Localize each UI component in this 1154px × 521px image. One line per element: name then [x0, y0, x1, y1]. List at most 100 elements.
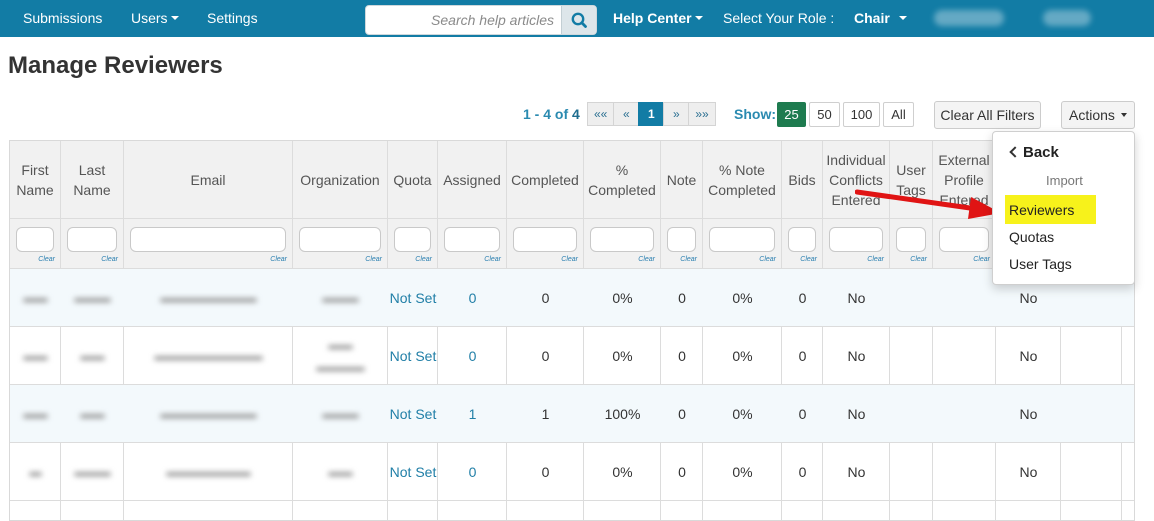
quota-link[interactable]: Not Set: [389, 290, 437, 306]
filter-input[interactable]: [394, 227, 431, 252]
filter-cell: Clear: [890, 219, 932, 269]
clear-link[interactable]: Clear: [561, 256, 578, 263]
first-name-cell: ▬▬: [23, 407, 48, 421]
nav-submissions[interactable]: Submissions: [23, 10, 103, 26]
filter-input[interactable]: [513, 227, 577, 252]
assigned-link[interactable]: 1: [468, 406, 477, 422]
column-bids: Bids Clear: [782, 141, 823, 520]
quota-link[interactable]: Not Set: [389, 406, 437, 422]
completed-cell: 0: [541, 464, 550, 480]
table-row[interactable]: ▬▬ ▬▬ ▬▬▬▬▬▬▬▬▬ ▬▬ ▬▬▬▬ Not Set 0 0 0% 0 …: [10, 327, 1134, 385]
filter-input[interactable]: [709, 227, 775, 252]
bids-cell: 0: [798, 406, 807, 422]
header-organization[interactable]: Organization: [293, 141, 387, 219]
filter-input[interactable]: [590, 227, 654, 252]
header-user-tags[interactable]: User Tags: [890, 141, 932, 219]
show-25-button[interactable]: 25: [777, 102, 806, 127]
chevron-down-icon: [898, 16, 907, 21]
conflicts-cell: No: [847, 464, 866, 480]
clear-link[interactable]: Clear: [973, 256, 990, 263]
header-last-name[interactable]: Last Name: [61, 141, 123, 219]
bids-cell: 0: [798, 348, 807, 364]
filter-input[interactable]: [939, 227, 989, 252]
filter-input[interactable]: [788, 227, 816, 252]
actions-button[interactable]: Actions: [1061, 101, 1135, 129]
bids-cell: 0: [798, 464, 807, 480]
show-50-button[interactable]: 50: [809, 102, 840, 127]
search-input[interactable]: [366, 6, 562, 34]
nav-settings[interactable]: Settings: [207, 10, 258, 26]
header-completed[interactable]: Completed: [507, 141, 583, 219]
header-note-completed[interactable]: % Note Completed: [703, 141, 781, 219]
filter-cell: Clear: [507, 219, 583, 269]
quota-link[interactable]: Not Set: [389, 464, 437, 480]
last-page-button[interactable]: »»: [688, 102, 716, 126]
filter-input[interactable]: [16, 227, 54, 252]
header-first-name[interactable]: First Name: [10, 141, 60, 219]
clear-link[interactable]: Clear: [365, 256, 382, 263]
clear-link[interactable]: Clear: [867, 256, 884, 263]
conflicts-cell: No: [847, 290, 866, 306]
note-completed-cell: 0%: [732, 290, 753, 306]
clear-link[interactable]: Clear: [759, 256, 776, 263]
table-row[interactable]: ▬▬ ▬▬▬ ▬▬▬▬▬▬▬▬ ▬▬▬ Not Set 0 0 0% 0 0% …: [10, 269, 1134, 327]
back-menu-item[interactable]: Back: [1009, 144, 1059, 161]
filter-input[interactable]: [299, 227, 381, 252]
quota-link[interactable]: Not Set: [389, 348, 437, 364]
filter-cell: Clear: [584, 219, 660, 269]
clear-link[interactable]: Clear: [638, 256, 655, 263]
clear-link[interactable]: Clear: [270, 256, 287, 263]
role-select[interactable]: Chair: [854, 0, 907, 37]
first-name-cell: ▬▬: [23, 291, 48, 305]
header-percent-completed[interactable]: % Completed: [584, 141, 660, 219]
menu-item-quotas[interactable]: Quotas: [1009, 229, 1055, 245]
prev-page-button[interactable]: «: [613, 102, 640, 126]
search-button[interactable]: [561, 6, 596, 34]
filter-input[interactable]: [896, 227, 926, 252]
table-row[interactable]: ▬▬ ▬▬ ▬▬▬▬▬▬▬▬ ▬▬▬ Not Set 1 1 100% 0 0%…: [10, 385, 1134, 443]
clear-all-filters-button[interactable]: Clear All Filters: [934, 101, 1041, 129]
filter-cell: Clear: [293, 219, 387, 269]
column-organization: Organization Clear: [293, 141, 388, 520]
header-assigned[interactable]: Assigned: [438, 141, 506, 219]
filter-input[interactable]: [667, 227, 696, 252]
note-completed-cell: 0%: [732, 464, 753, 480]
filter-input[interactable]: [444, 227, 500, 252]
clear-link[interactable]: Clear: [38, 256, 55, 263]
clear-link[interactable]: Clear: [910, 256, 927, 263]
help-search: [365, 5, 597, 35]
profile-cell: No: [1019, 464, 1038, 480]
actions-label: Actions: [1069, 107, 1115, 123]
current-page-button[interactable]: 1: [638, 102, 665, 126]
header-bids[interactable]: Bids: [782, 141, 822, 219]
clear-link[interactable]: Clear: [101, 256, 118, 263]
clear-link[interactable]: Clear: [800, 256, 817, 263]
header-quota[interactable]: Quota: [388, 141, 437, 219]
clear-link[interactable]: Clear: [415, 256, 432, 263]
assigned-link[interactable]: 0: [468, 348, 477, 364]
next-page-button[interactable]: »: [663, 102, 690, 126]
nav-help-center[interactable]: Help Center: [613, 0, 703, 37]
assigned-link[interactable]: 0: [468, 464, 477, 480]
show-100-button[interactable]: 100: [843, 102, 880, 127]
chevron-down-icon: [170, 16, 179, 21]
header-email[interactable]: Email: [124, 141, 292, 219]
table-row[interactable]: ▬ ▬▬▬ ▬▬▬▬▬▬▬ ▬▬ Not Set 0 0 0% 0 0% 0 N…: [10, 443, 1134, 501]
clear-link[interactable]: Clear: [484, 256, 501, 263]
import-section-header: Import: [1046, 173, 1083, 188]
show-all-button[interactable]: All: [883, 102, 914, 127]
clear-link[interactable]: Clear: [680, 256, 697, 263]
blurred-user-menu[interactable]: [934, 10, 1004, 26]
header-note[interactable]: Note: [661, 141, 702, 219]
assigned-link[interactable]: 0: [468, 290, 477, 306]
first-page-button[interactable]: ««: [587, 102, 615, 126]
search-icon: [571, 12, 587, 28]
filter-input[interactable]: [829, 227, 883, 252]
blurred-account-menu[interactable]: [1043, 10, 1091, 26]
filter-input[interactable]: [67, 227, 117, 252]
header-conflicts[interactable]: Individual Conflicts Entered: [823, 141, 889, 219]
menu-item-reviewers[interactable]: Reviewers: [1009, 202, 1075, 218]
menu-item-user-tags[interactable]: User Tags: [1009, 256, 1072, 272]
nav-users[interactable]: Users: [131, 0, 179, 37]
filter-input[interactable]: [130, 227, 286, 252]
